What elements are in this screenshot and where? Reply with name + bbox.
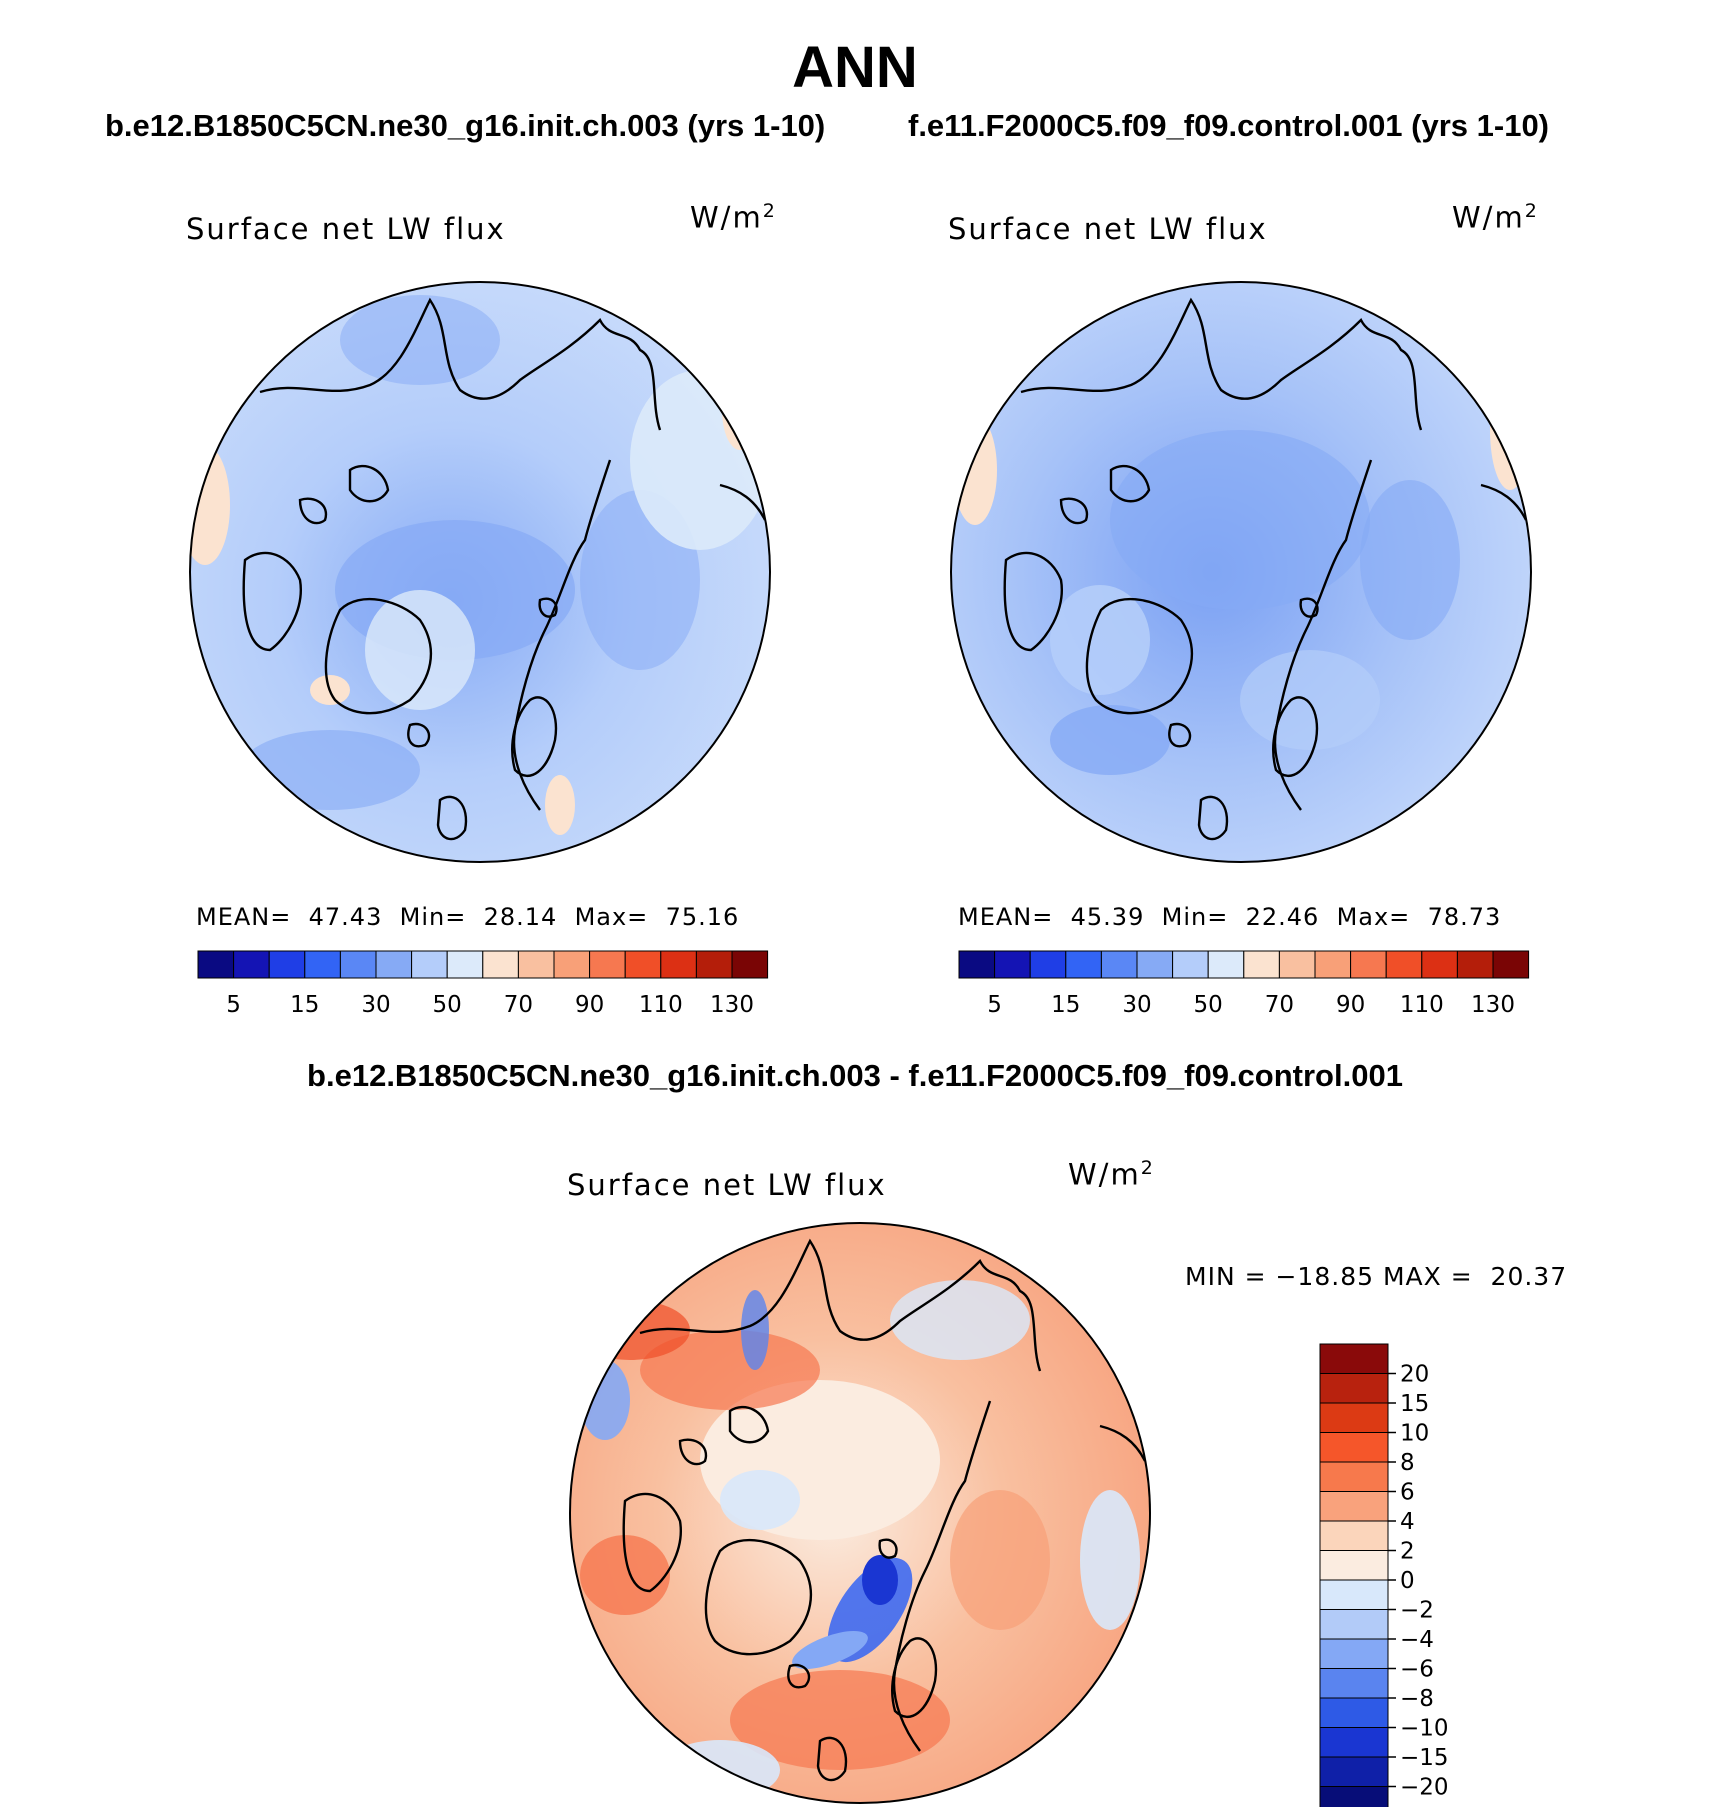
colorbar-tick-label: −20 — [1400, 1775, 1449, 1801]
colorbar-box — [1319, 1402, 1389, 1433]
colorbar-tick-label: 90 — [575, 992, 604, 1018]
colorbar-box — [1319, 1579, 1389, 1610]
diff-variable-label: Surface net LW flux — [567, 1168, 887, 1202]
colorbar-box — [1065, 950, 1102, 979]
colorbar-tick-label: 6 — [1400, 1480, 1415, 1506]
colorbar-box — [1136, 950, 1174, 979]
colorbar-box — [233, 950, 270, 979]
colorbar-box — [624, 950, 662, 979]
colorbar-box — [1319, 1491, 1389, 1522]
colorbar-box — [304, 950, 341, 979]
colorbar-box — [1319, 1668, 1389, 1699]
colorbar-box — [482, 950, 519, 979]
colorbar-tick-label: −15 — [1400, 1745, 1449, 1771]
colorbar-tick-label: 4 — [1400, 1509, 1415, 1535]
colorbar-tick-label: 8 — [1400, 1450, 1415, 1476]
colorbar-box — [589, 950, 626, 979]
colorbar-box — [517, 950, 555, 979]
colorbar-box — [268, 950, 306, 979]
colorbar-box — [1029, 950, 1067, 979]
colorbar-box — [1319, 1373, 1389, 1404]
colorbar-box — [1319, 1786, 1389, 1807]
colorbar-tick-label: 110 — [639, 992, 683, 1018]
colorbar-box — [958, 950, 996, 979]
colorbar-box — [1100, 950, 1138, 979]
colorbar-box — [1207, 950, 1245, 979]
colorbar-box — [1278, 950, 1316, 979]
figure-title: ANN — [792, 35, 918, 100]
right-colorbar: 5 15 30 50 70 90 110 130 — [958, 950, 1530, 1018]
difference-title: b.e12.B1850C5CN.ne30_g16.init.ch.003 - f… — [307, 1058, 1403, 1093]
colorbar-box — [1319, 1727, 1389, 1758]
colorbar-tick-label: −4 — [1400, 1627, 1434, 1653]
colorbar-box — [197, 950, 235, 979]
colorbar-box — [660, 950, 697, 979]
colorbar-box — [1243, 950, 1280, 979]
colorbar-tick-label: 15 — [1051, 992, 1080, 1018]
colorbar-box — [553, 950, 591, 979]
colorbar-tick-label: 50 — [1194, 992, 1223, 1018]
diff-range-text: MIN = −18.85 MAX = 20.37 — [1185, 1262, 1568, 1291]
colorbar-tick-label: 2 — [1400, 1539, 1415, 1565]
left-variable-label: Surface net LW flux — [186, 212, 506, 246]
colorbar-tick-label: −6 — [1400, 1657, 1434, 1683]
colorbar-tick-label: −8 — [1400, 1686, 1434, 1712]
colorbar-tick-label: 30 — [361, 992, 390, 1018]
right-polar-map — [950, 281, 1532, 863]
colorbar-box — [1172, 950, 1209, 979]
left-units-label: W/m2 — [690, 200, 777, 235]
right-units-label: W/m2 — [1452, 200, 1539, 235]
colorbar-tick-label: 130 — [710, 992, 754, 1018]
colorbar-tick-label: 0 — [1400, 1568, 1415, 1594]
colorbar-box — [695, 950, 733, 979]
colorbar-box — [1421, 950, 1458, 979]
colorbar-box — [1319, 1697, 1389, 1728]
colorbar-box — [1319, 1609, 1389, 1640]
colorbar-box — [731, 950, 769, 979]
colorbar-box — [1319, 1432, 1389, 1463]
colorbar-tick-label: 20 — [1400, 1362, 1429, 1388]
colorbar-tick-label: 50 — [433, 992, 462, 1018]
colorbar-box — [1319, 1520, 1389, 1551]
colorbar-box — [1319, 1343, 1389, 1374]
left-stats: MEAN= 47.43 Min= 28.14 Max= 75.16 — [196, 903, 740, 931]
colorbar-tick-label: −2 — [1400, 1598, 1434, 1624]
colorbar-tick-label: 5 — [226, 992, 241, 1018]
colorbar-tick-label: 30 — [1122, 992, 1151, 1018]
colorbar-tick-label: 15 — [290, 992, 319, 1018]
left-case-title: b.e12.B1850C5CN.ne30_g16.init.ch.003 (yr… — [105, 108, 826, 143]
colorbar-tick-label: 130 — [1471, 992, 1515, 1018]
colorbar-tick-label: 90 — [1336, 992, 1365, 1018]
colorbar-tick-label: 110 — [1400, 992, 1444, 1018]
colorbar-box — [994, 950, 1031, 979]
colorbar-tick-label: 10 — [1400, 1421, 1429, 1447]
right-stats: MEAN= 45.39 Min= 22.46 Max= 78.73 — [958, 903, 1502, 931]
colorbar-box — [1492, 950, 1530, 979]
colorbar-box — [1350, 950, 1387, 979]
colorbar-box — [1319, 1461, 1389, 1492]
colorbar-tick-label: 15 — [1400, 1391, 1429, 1417]
colorbar-box — [446, 950, 484, 979]
colorbar-tick-label: 5 — [987, 992, 1002, 1018]
colorbar-tick-label: 70 — [1265, 992, 1294, 1018]
colorbar-box — [375, 950, 413, 979]
colorbar-box — [339, 950, 377, 979]
difference-polar-map — [569, 1222, 1151, 1804]
colorbar-box — [1385, 950, 1423, 979]
left-polar-map — [189, 281, 771, 863]
colorbar-box — [1319, 1638, 1389, 1669]
colorbar-tick-label: −10 — [1400, 1716, 1449, 1742]
right-variable-label: Surface net LW flux — [948, 212, 1268, 246]
colorbar-box — [411, 950, 448, 979]
colorbar-box — [1319, 1756, 1389, 1787]
colorbar-box — [1314, 950, 1352, 979]
diff-units-label: W/m2 — [1068, 1157, 1155, 1192]
colorbar-tick-label: 70 — [504, 992, 533, 1018]
colorbar-box — [1319, 1550, 1389, 1581]
left-colorbar: 5 15 30 50 70 90 110 130 — [197, 950, 769, 1018]
colorbar-box — [1456, 950, 1494, 979]
right-case-title: f.e11.F2000C5.f09_f09.control.001 (yrs 1… — [908, 108, 1550, 143]
